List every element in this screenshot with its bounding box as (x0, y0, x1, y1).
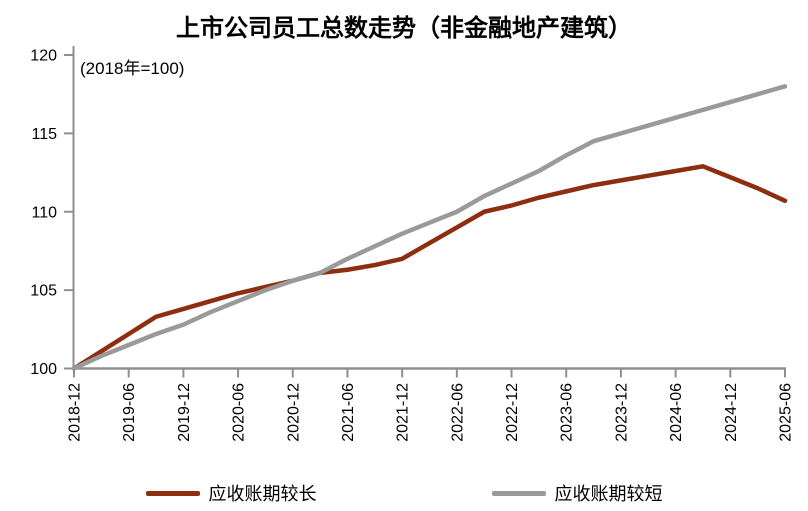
x-tick-label: 2020-06 (231, 383, 248, 442)
y-tick-label: 100 (30, 361, 57, 378)
y-tick-label: 115 (31, 126, 57, 143)
x-tick-label: 2023-12 (613, 383, 630, 442)
y-tick-label: 120 (30, 48, 57, 65)
y-tick-label: 105 (30, 283, 57, 300)
x-tick-label: 2024-12 (723, 383, 740, 442)
x-tick-label: 2022-06 (449, 383, 466, 442)
x-tick-label: 2022-12 (504, 383, 521, 442)
x-tick-label: 2023-06 (559, 383, 576, 442)
chart-title: 上市公司员工总数走势（非金融地产建筑） (176, 15, 632, 42)
x-tick-label: 2019-06 (121, 383, 138, 442)
y-tick-label: 110 (31, 204, 57, 221)
legend-item-long: 应收账期较长 (145, 480, 317, 506)
x-tick-label: 2024-06 (668, 383, 685, 442)
series-line-short (71, 84, 788, 371)
x-tick-label: 2025-06 (778, 383, 795, 442)
x-tick-label: 2018-12 (67, 383, 84, 442)
chart-subtitle: (2018年=100) (80, 59, 185, 78)
x-tick-label: 2021-12 (395, 383, 412, 442)
legend-label-short: 应收账期较短 (554, 484, 663, 504)
legend-line-long-icon (145, 490, 200, 496)
legend-line-short-icon (491, 490, 546, 496)
legend: 应收账期较长 应收账期较短 (0, 480, 808, 506)
legend-label-long: 应收账期较长 (208, 484, 317, 504)
x-tick-label: 2020-12 (285, 383, 302, 442)
x-tick-label: 2019-12 (176, 383, 193, 442)
legend-item-short: 应收账期较短 (491, 480, 663, 506)
series-line-long (71, 164, 788, 371)
x-tick-label: 2021-06 (340, 383, 357, 442)
